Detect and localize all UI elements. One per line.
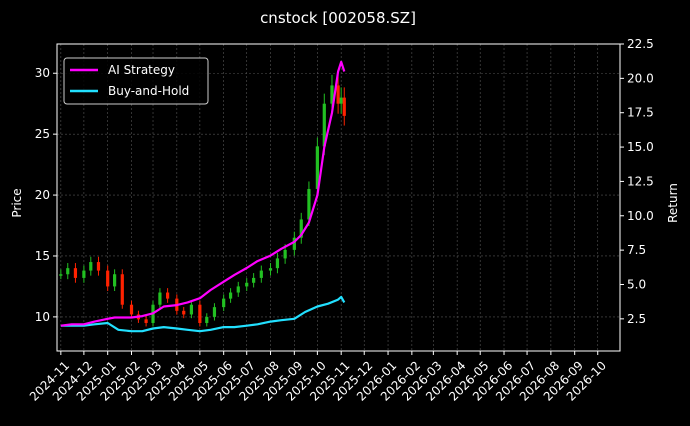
price-candle-body (205, 316, 209, 323)
price-candle-body (198, 304, 202, 323)
buy-and-hold-line (60, 295, 346, 333)
price-candle-body (307, 188, 311, 220)
line-series (60, 60, 346, 333)
price-candle-body (339, 97, 343, 104)
price-candle-body (322, 103, 326, 147)
price-candle-body (182, 310, 186, 315)
price-candle-body (66, 268, 70, 275)
legend-label-ai-strategy: AI Strategy (108, 63, 175, 77)
price-candle-body (73, 268, 78, 278)
legend-box (63, 57, 209, 105)
plot-frame (56, 43, 621, 352)
price-candle-body (120, 274, 124, 305)
right-tick-label: 22.5 (627, 37, 654, 51)
price-candle-body (268, 268, 273, 271)
price-candle-body (222, 298, 226, 308)
right-tick-label: 7.5 (627, 243, 646, 257)
grid (57, 44, 620, 351)
right-tick-label: 10.0 (627, 209, 654, 223)
left-tick-label: 30 (35, 66, 50, 80)
price-candle-body (144, 319, 148, 323)
price-candle-body (228, 292, 233, 299)
right-tick-label: 12.5 (627, 174, 654, 188)
price-candle-body (96, 262, 101, 271)
left-tick-label: 10 (35, 310, 50, 324)
price-candle-body (292, 237, 296, 250)
price-candle-body (59, 274, 63, 276)
right-tick-label: 15.0 (627, 140, 654, 154)
price-candle-body (275, 258, 280, 269)
price-candle-body (158, 292, 162, 305)
legend-label-buy-and-hold: Buy-and-Hold (108, 84, 189, 98)
price-candle-body (129, 304, 134, 315)
price-candle-body (89, 262, 93, 271)
chart-title: cnstock [002058.SZ] (260, 9, 416, 27)
price-candle-body (252, 277, 256, 283)
price-candle-body (212, 307, 217, 317)
price-candle-body (336, 85, 340, 104)
right-axis-label: Return (666, 183, 680, 223)
left-tick-label: 20 (35, 188, 50, 202)
price-candle-body (245, 282, 249, 287)
left-axis-label: Price (10, 188, 24, 217)
price-candle-body (189, 304, 194, 315)
right-tick-label: 5.0 (627, 277, 646, 291)
price-candle-body (342, 97, 346, 116)
price-candle-body (330, 85, 334, 104)
price-candle-body (259, 270, 263, 278)
left-tick-label: 15 (35, 249, 50, 263)
right-tick-label: 20.0 (627, 71, 654, 85)
right-axis-ticks: 2.5 5.0 7.5 10.0 12.5 15.0 17.5 20.0 22.5 (620, 37, 654, 326)
right-tick-label: 2.5 (627, 312, 646, 326)
left-tick-label: 25 (35, 127, 50, 141)
price-candle-body (315, 146, 319, 189)
price-candle-body (106, 270, 110, 287)
price-candle-body (113, 274, 117, 287)
left-axis-ticks: 10 15 20 25 30 (35, 66, 57, 324)
right-tick-label: 17.5 (627, 106, 654, 120)
price-candle-body (82, 270, 86, 278)
price-candle-body (299, 219, 303, 238)
price-candle-body (283, 249, 287, 259)
ai-strategy-line (60, 60, 346, 327)
price-candle-body (236, 286, 240, 293)
legend: AI Strategy Buy-and-Hold (63, 57, 209, 105)
price-candle-body (166, 292, 170, 299)
